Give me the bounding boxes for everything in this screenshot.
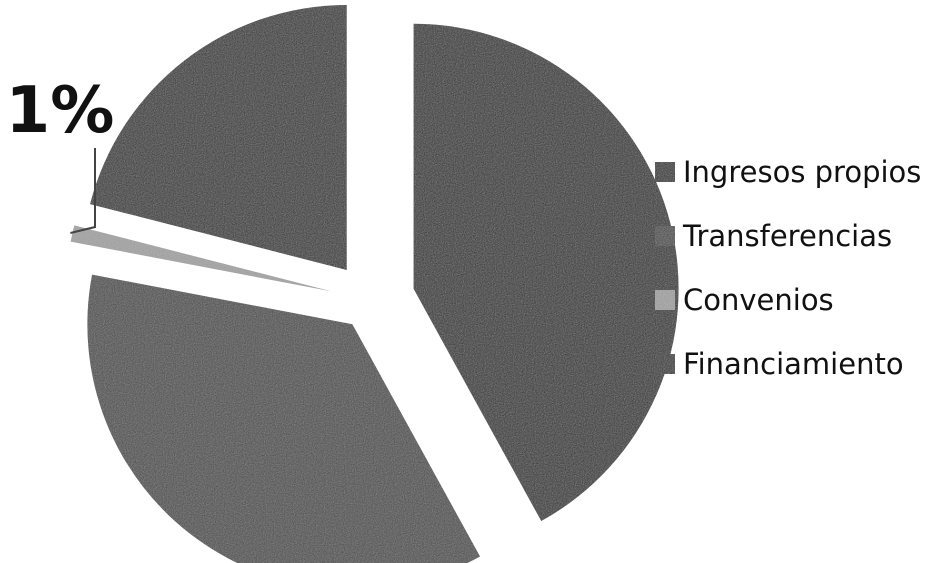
legend: Ingresos propios Transferencias Convenios F…	[655, 155, 921, 381]
legend-label-convenios: Convenios	[683, 283, 834, 317]
pie-slice-financiamiento	[90, 4, 347, 270]
pie-slice-ingresos-propios	[413, 23, 679, 522]
legend-label-ingresos-propios: Ingresos propios	[683, 155, 921, 189]
legend-swatch-convenios	[655, 290, 675, 310]
pie-slice-transferencias	[87, 274, 481, 563]
legend-swatch-transferencias	[655, 226, 675, 246]
legend-swatch-ingresos-propios	[655, 162, 675, 182]
legend-swatch-financiamiento	[655, 354, 675, 374]
data-label-convenios: 1%	[6, 74, 115, 148]
legend-label-financiamiento: Financiamiento	[683, 347, 904, 381]
data-labels: 1%	[6, 74, 115, 235]
pie-slices	[70, 4, 679, 563]
legend-label-transferencias: Transferencias	[682, 219, 892, 253]
leader-line	[70, 148, 96, 235]
pie-slice-convenios	[70, 225, 331, 292]
